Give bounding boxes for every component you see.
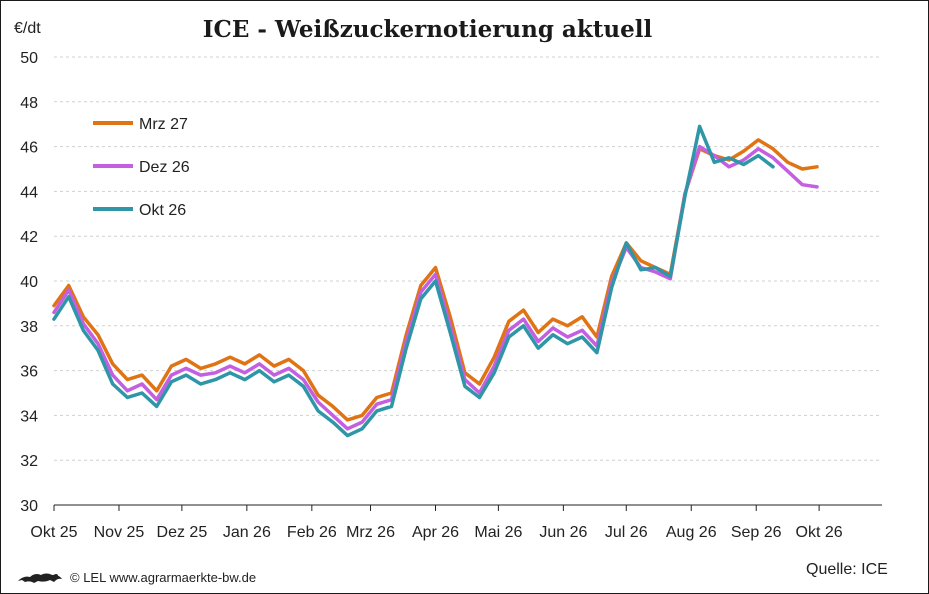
- credit-row: © LEL www.agrarmaerkte-bw.de: [16, 567, 256, 587]
- x-tick-label: Okt 26: [796, 524, 843, 541]
- chart-title: ICE - Weißzuckernotierung aktuell: [202, 16, 653, 43]
- y-tick-label: 40: [20, 274, 38, 291]
- x-tick-label: Mai 26: [474, 524, 522, 541]
- series-line-2: [52, 124, 775, 438]
- legend-label-1: Dez 26: [139, 159, 190, 176]
- y-tick-label: 34: [20, 408, 38, 425]
- axes: [53, 504, 882, 511]
- source-label: Quelle: ICE: [806, 561, 888, 578]
- series-lines: [52, 124, 819, 438]
- x-tick-label: Mrz 26: [346, 524, 395, 541]
- y-tick-label: 38: [20, 319, 38, 336]
- x-tick-label: Apr 26: [412, 524, 459, 541]
- y-tick-label: 46: [20, 140, 38, 157]
- y-tick-label: 50: [20, 50, 38, 67]
- lion-icon: [18, 573, 62, 583]
- y-tick-label: 30: [20, 498, 38, 515]
- x-tick-label: Okt 25: [30, 524, 77, 541]
- y-tick-label: 32: [20, 453, 38, 470]
- x-tick-label: Nov 25: [94, 524, 145, 541]
- y-tick-label: 42: [20, 229, 38, 246]
- x-tick-label: Jul 26: [605, 524, 648, 541]
- x-tick-label: Aug 26: [666, 524, 717, 541]
- x-tick-labels: Okt 25 Nov 25 Dez 25 Jan 26 Feb 26 Mrz 26 Apr …: [30, 524, 842, 541]
- y-tick-label: 36: [20, 364, 38, 381]
- y-tick-label: 44: [20, 184, 38, 201]
- legend: Mrz 27 Dez 26 Okt 26: [93, 116, 190, 219]
- x-tick-label: Sep 26: [731, 524, 782, 541]
- legend-label-0: Mrz 27: [139, 116, 188, 133]
- y-tick-labels: 30 32 34 36 38 40 42 44 46 48 50: [20, 50, 38, 515]
- x-tick-label: Jun 26: [539, 524, 587, 541]
- x-tick-label: Dez 25: [157, 524, 208, 541]
- credit-text: © LEL www.agrarmaerkte-bw.de: [70, 569, 257, 585]
- x-tick-label: Jan 26: [223, 524, 271, 541]
- legend-label-2: Okt 26: [139, 202, 186, 219]
- y-tick-label: 48: [20, 95, 38, 112]
- y-axis-unit: €/dt: [14, 20, 41, 37]
- x-tick-label: Feb 26: [287, 524, 337, 541]
